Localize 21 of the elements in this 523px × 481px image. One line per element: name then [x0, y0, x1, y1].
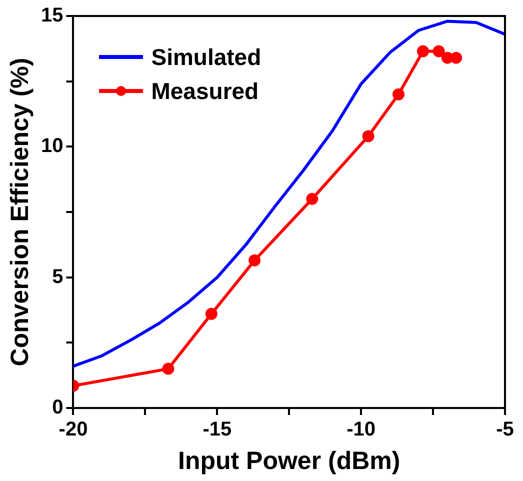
point [416, 45, 429, 58]
point [248, 254, 261, 266]
y-tick-label: 15 [40, 4, 64, 27]
y-tick-label: 5 [52, 266, 64, 288]
y-tick-label: 0 [52, 396, 64, 419]
point [450, 52, 462, 64]
x-tick-label: -15 [202, 418, 232, 441]
point [162, 362, 174, 375]
point [392, 88, 404, 100]
point [362, 130, 374, 142]
point [306, 192, 318, 205]
x-tick-label: -10 [346, 418, 376, 441]
legend-label: Simulated [151, 44, 262, 70]
x-axis-title: Input Power (dBm) [178, 446, 400, 475]
y-tick-label: 10 [40, 135, 64, 158]
x-tick-label: -20 [58, 418, 88, 441]
x-tick-label: -5 [496, 418, 514, 441]
legend-label: Measured [151, 78, 259, 104]
y-axis-title: Conversion Efficiency (%) [6, 58, 34, 366]
point [432, 45, 445, 58]
point [205, 308, 218, 320]
